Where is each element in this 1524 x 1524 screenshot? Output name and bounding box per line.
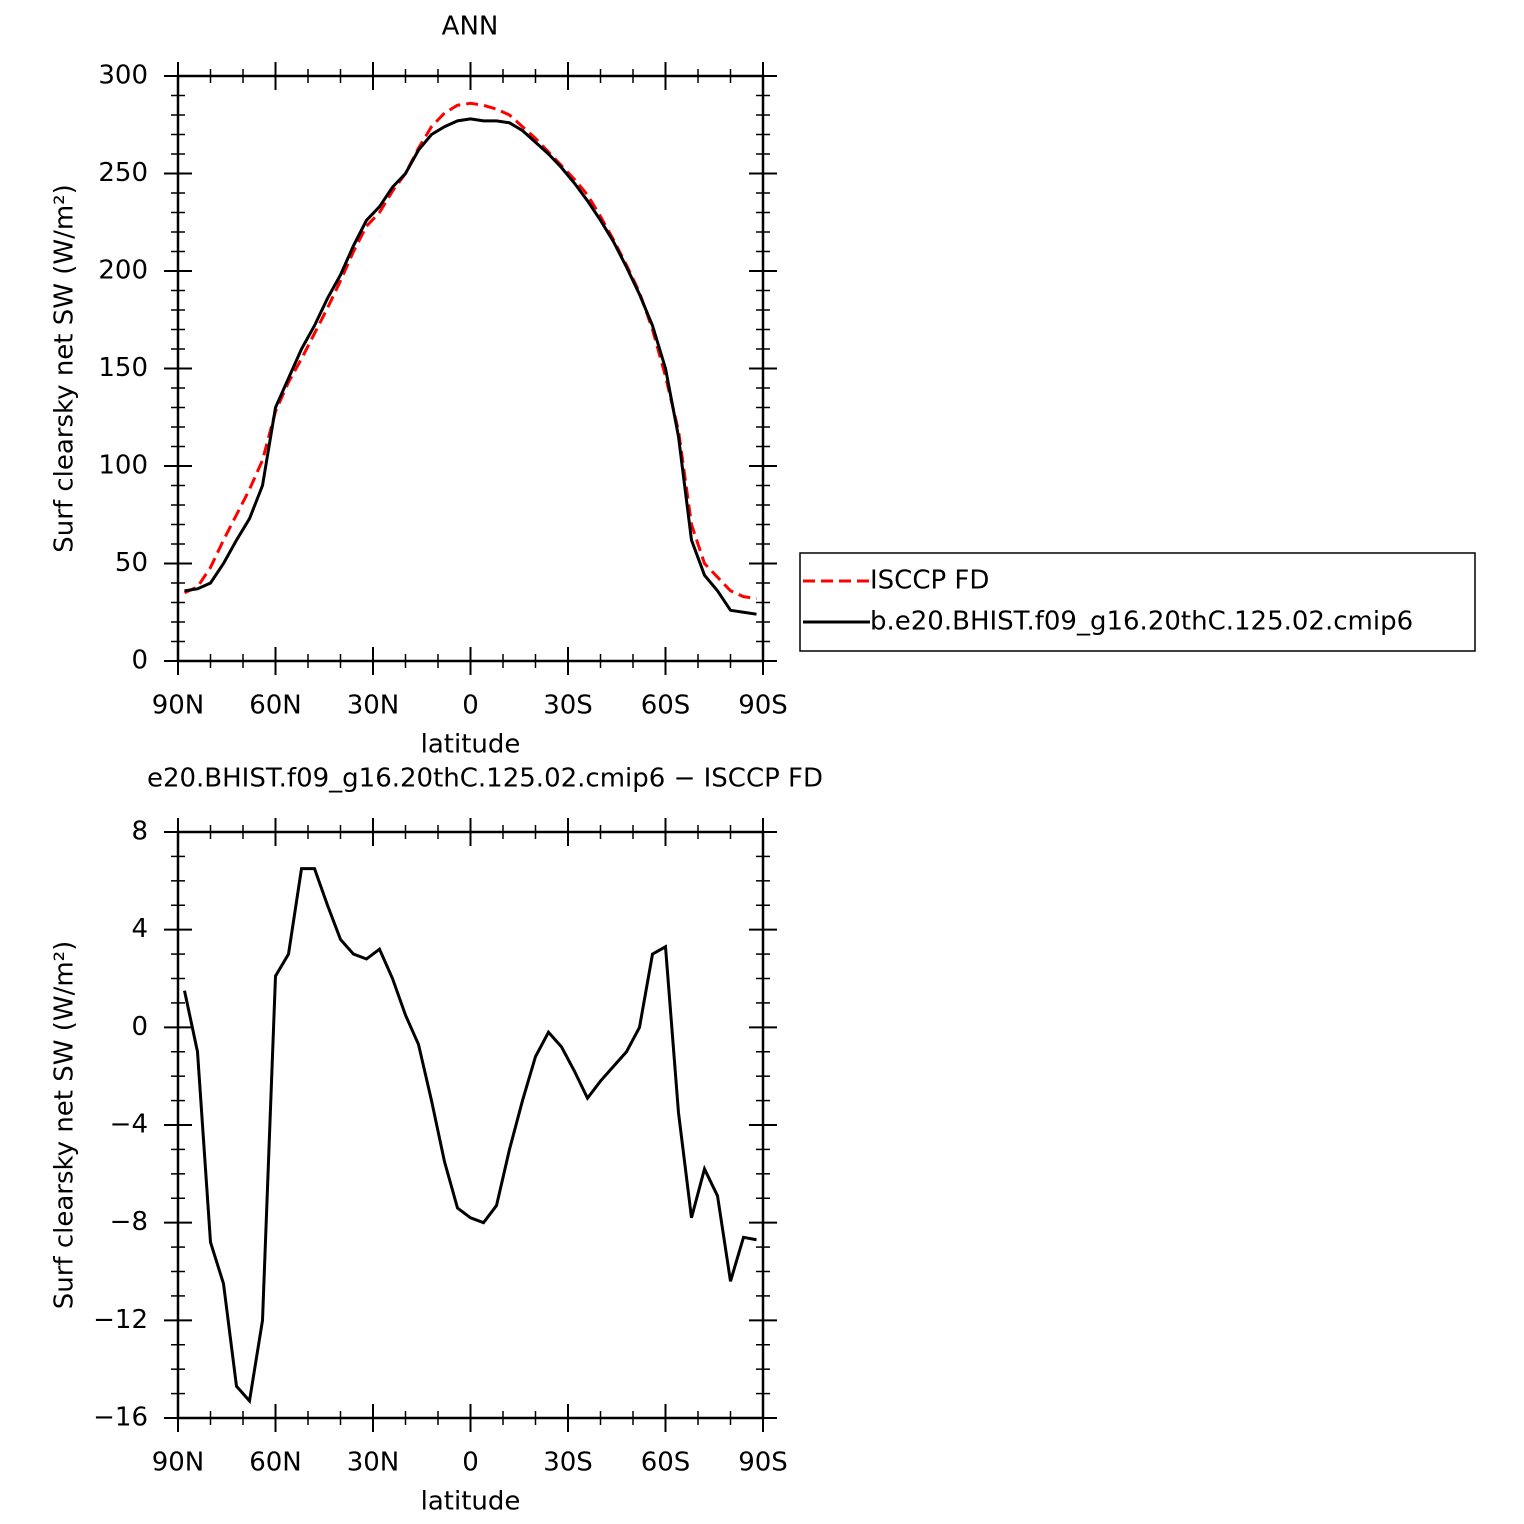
y-tick-label: 0 (131, 646, 148, 676)
series-line (184, 117, 757, 616)
legend-label: b.e20.BHIST.f09_g16.20thC.125.02.cmip6 (870, 607, 1413, 637)
x-tick-label: 60S (641, 691, 691, 721)
y-tick-label: 4 (131, 914, 148, 944)
x-tick-label: 30S (543, 691, 593, 721)
y-tick-label: −8 (110, 1207, 148, 1237)
y-tick-label: 0 (131, 1012, 148, 1042)
y-tick-label: 200 (98, 256, 148, 286)
x-tick-label: 60N (249, 1448, 302, 1478)
legend-box (799, 552, 1476, 652)
y-tick-label: −12 (93, 1305, 148, 1335)
y-axis-label: Surf clearsky net SW (W/m²) (50, 184, 80, 552)
x-tick-label: 30S (543, 1448, 593, 1478)
x-tick-label: 0 (462, 1448, 479, 1478)
y-tick-label: −16 (93, 1403, 148, 1433)
y-axis-label: Surf clearsky net SW (W/m²) (50, 941, 80, 1309)
y-tick-label: −4 (110, 1110, 148, 1140)
plot-frame (176, 74, 765, 663)
x-axis-label: latitude (421, 730, 521, 760)
legend-label: ISCCP FD (870, 566, 989, 596)
x-tick-label: 90S (738, 691, 788, 721)
x-tick-label: 90N (152, 1448, 205, 1478)
x-tick-label: 30N (347, 691, 400, 721)
y-tick-label: 250 (98, 158, 148, 188)
x-tick-label: 60N (249, 691, 302, 721)
y-tick-label: 150 (98, 353, 148, 383)
series-line (183, 867, 757, 1405)
plot-frame (176, 830, 765, 1420)
x-tick-label: 30N (347, 1448, 400, 1478)
y-tick-label: 100 (98, 451, 148, 481)
x-axis-label: latitude (421, 1487, 521, 1517)
x-tick-label: 60S (641, 1448, 691, 1478)
x-tick-label: 90N (152, 691, 205, 721)
y-tick-label: 300 (98, 61, 148, 91)
x-tick-label: 90S (738, 1448, 788, 1478)
x-tick-label: 0 (462, 691, 479, 721)
series-line (183, 101, 757, 601)
y-tick-label: 8 (131, 817, 148, 847)
chart-title: ANN (442, 12, 499, 42)
chart-title: e20.BHIST.f09_g16.20thC.125.02.cmip6 − I… (147, 764, 823, 794)
y-tick-label: 50 (115, 548, 148, 578)
